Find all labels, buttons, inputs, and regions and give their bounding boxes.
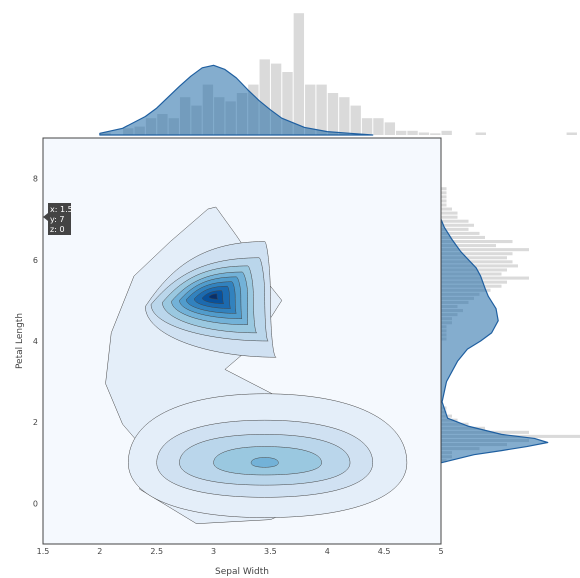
top-histogram-bar-24 <box>373 118 384 135</box>
right-histogram-bar-62 <box>441 207 452 211</box>
right-histogram-bar-51 <box>441 252 513 256</box>
y-tick-label-1: 2 <box>33 418 38 427</box>
right-histogram-bar-58 <box>441 223 474 227</box>
y-tick-label-2: 4 <box>33 337 38 346</box>
x-tick-label-6: 4.5 <box>378 547 391 556</box>
top-histogram-bar-21 <box>339 97 350 135</box>
right-histogram-bar-57 <box>441 227 469 231</box>
top-histogram-bar-33 <box>475 132 486 135</box>
top-marginal-distribution <box>99 13 577 136</box>
right-histogram-bar-54 <box>441 240 513 244</box>
right-histogram-bar-59 <box>441 219 469 223</box>
x-tick-label-3: 3 <box>211 547 216 556</box>
right-histogram-bar-64 <box>441 199 447 203</box>
right-histogram-bar-49 <box>441 260 513 264</box>
top-histogram-bar-18 <box>305 84 316 135</box>
right-histogram-bar-52 <box>441 248 529 252</box>
right-histogram-bar-66 <box>441 191 447 195</box>
x-tick-label-2: 2.5 <box>150 547 163 556</box>
top-histogram-bar-29 <box>430 133 441 135</box>
top-histogram-bar-27 <box>407 130 418 135</box>
right-histogram-bar-65 <box>441 195 447 199</box>
hover-z-label: z: 0 <box>50 225 65 234</box>
y-tick-label-4: 8 <box>33 175 38 184</box>
top-histogram-bar-20 <box>327 93 339 135</box>
right-histogram-bar-55 <box>441 235 485 239</box>
x-axis-ticks: 1.5 2 2.5 3 3.5 4 4.5 5 <box>37 547 444 556</box>
right-histogram-bar-60 <box>441 215 458 219</box>
y-axis-ticks: 0 2 4 6 8 <box>33 175 38 509</box>
right-histogram-bar-63 <box>441 203 447 207</box>
contour-cluster-b-level-4 <box>250 457 279 468</box>
x-tick-label-1: 2 <box>97 547 102 556</box>
x-tick-label-7: 5 <box>438 547 443 556</box>
hover-y-label: y: 7 <box>50 215 64 224</box>
plot-frame <box>42 137 442 545</box>
right-kde-curve <box>440 218 549 464</box>
right-histogram-bar-56 <box>441 231 480 235</box>
right-histogram-bar-67 <box>441 187 447 191</box>
top-histogram-bar-28 <box>418 132 430 135</box>
top-histogram-bar-22 <box>350 105 361 135</box>
right-histogram-bar-48 <box>441 264 518 268</box>
y-tick-label-3: 6 <box>33 256 38 265</box>
right-histogram-bar-61 <box>441 211 458 215</box>
x-tick-label-0: 1.5 <box>37 547 50 556</box>
top-histogram-bar-17 <box>293 13 305 136</box>
top-histogram-bar-23 <box>361 118 373 135</box>
x-tick-label-5: 4 <box>325 547 330 556</box>
right-marginal-distribution <box>440 187 580 464</box>
top-histogram-bar-19 <box>316 84 327 135</box>
top-histogram-bar-30 <box>441 130 452 135</box>
hover-tooltip-pointer <box>43 213 48 221</box>
hover-tooltip-box <box>48 203 71 235</box>
right-histogram-bar-45 <box>441 276 529 280</box>
top-histogram-bar-41 <box>566 132 577 135</box>
contour-cluster-a-level-9 <box>208 293 219 300</box>
hover-tooltip: x: 1.5 y: 7 z: 0 <box>43 203 73 235</box>
contour-layer <box>105 206 408 524</box>
y-tick-label-0: 0 <box>33 499 38 508</box>
top-histogram-bar-16 <box>282 72 293 135</box>
x-tick-label-4: 3.5 <box>264 547 277 556</box>
y-axis-title: Petal Length <box>15 313 25 369</box>
top-histogram-bar-15 <box>270 63 282 135</box>
top-histogram-bar-14 <box>259 59 270 135</box>
top-histogram-bar-26 <box>396 130 407 135</box>
top-kde-curve <box>99 64 374 136</box>
top-histogram-bar-25 <box>384 122 396 135</box>
right-histogram-bar-50 <box>441 256 507 260</box>
x-axis-title: Sepal Width <box>215 567 269 577</box>
right-histogram-bar-53 <box>441 244 496 248</box>
hover-x-label: x: 1.5 <box>50 205 73 214</box>
